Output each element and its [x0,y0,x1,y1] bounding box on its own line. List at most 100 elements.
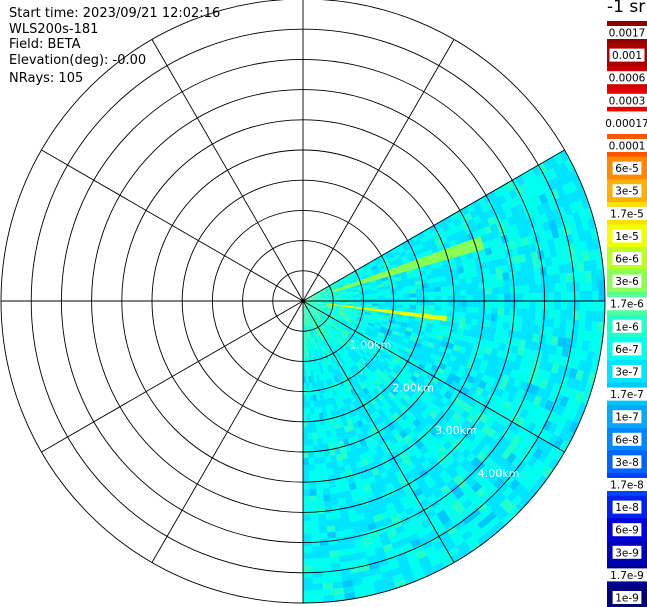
scan-cell [529,187,540,200]
scan-cell [321,293,328,296]
scan-cell [592,301,600,313]
scan-cell [440,315,448,322]
scan-cell [333,339,340,347]
scan-cell [528,316,536,327]
scan-cell [327,351,333,359]
scan-cell [317,361,323,369]
scan-cell [346,297,354,300]
scan-cell [306,319,309,327]
scan-cell [530,341,539,352]
scan-cell [559,355,569,368]
scan-cell [368,259,376,266]
scan-cell [353,336,361,343]
scan-cell [377,365,386,374]
scan-cell [488,327,497,336]
scan-cell [389,284,397,290]
scan-cell [378,295,386,299]
scan-cell [499,336,508,346]
scan-cell [320,333,326,341]
scan-cell [306,426,313,434]
scan-cell [384,265,393,272]
scan-cell [372,267,380,274]
scan-cell [561,346,570,359]
scan-cell [398,344,407,352]
colorbar-label-bg [612,545,642,559]
scan-cell [315,425,322,433]
scan-cell [494,328,503,338]
scan-cell [307,305,313,311]
scan-cell [309,301,316,304]
scan-cell [305,313,308,320]
scan-cell [343,317,351,322]
scan-cell [307,464,315,472]
scan-cell [312,394,318,402]
scan-cell [365,351,373,359]
scan-cell [439,275,447,283]
scan-cell [384,303,392,308]
scan-cell [327,329,333,336]
colorbar-tick-label: 3e-9 [615,547,639,559]
scan-cell [312,308,319,314]
scan-cell [538,334,547,345]
scan-cell [304,363,308,371]
scan-cell [409,308,417,314]
scan-cell [368,336,376,343]
scan-cell [394,364,403,373]
scan-cell [352,379,360,388]
scan-cell [557,206,568,219]
scan-cell [559,273,568,285]
scan-cell [353,273,362,279]
scan-cell [303,313,305,321]
scan-cell [485,294,493,302]
scan-cell [433,314,442,322]
scan-cell [382,360,390,368]
colorbar-label-bg [609,48,645,62]
scan-cell [563,204,574,217]
scan-cell [539,266,548,278]
scan-cell [588,249,597,263]
scan-cell [396,286,404,292]
scan-cell [471,312,480,321]
scan-cell [319,469,328,477]
scan-cell [315,299,323,301]
scan-cell [391,250,400,258]
scan-cell [305,306,309,313]
scan-cell [524,340,533,351]
scan-cell [535,241,544,253]
scan-cell [534,317,542,328]
scan-cell [303,495,310,503]
scan-cell [379,363,388,371]
scan-cell [365,296,373,300]
scan-cell [559,319,568,331]
scan-cell [462,329,471,338]
scan-cell [342,528,353,538]
scan-cell [554,301,562,312]
scan-cell [328,486,337,495]
scan-cell [573,349,583,362]
scan-cell [410,245,419,253]
scan-cell [318,545,330,553]
elevation-label: Elevation(deg): -0.00 [9,53,147,68]
scan-cell [304,307,307,314]
colorbar-tick-label: 1e-8 [615,502,639,514]
scan-cell [316,501,325,509]
colorbar-label-bg [606,478,647,491]
scan-cell [324,322,331,329]
scan-cell [463,323,472,332]
scan-cell [310,552,321,560]
scan-cell [356,518,368,528]
scan-cell [372,341,380,349]
scan-cell [304,307,306,314]
scan-cell [434,546,448,558]
scan-cell [581,250,591,264]
scan-cell [564,159,576,173]
scan-cell [526,260,535,271]
scan-cell [317,312,324,318]
scan-cell [340,393,347,401]
scan-cell [322,411,328,420]
scan-cell [332,340,339,348]
scan-cell [311,438,319,446]
scan-cell [373,324,382,330]
scan-cell [317,444,325,452]
scan-cell [364,378,373,386]
